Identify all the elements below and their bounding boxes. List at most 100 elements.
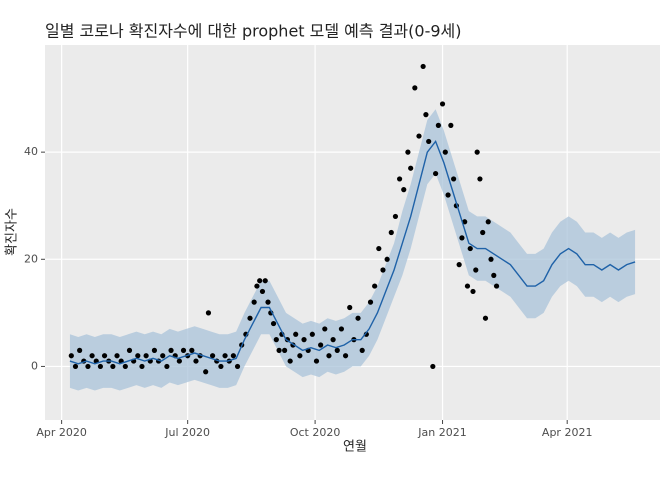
data-point [384, 256, 390, 262]
data-point [222, 353, 228, 359]
data-point [89, 353, 95, 359]
data-point [459, 235, 465, 241]
y-tick-label: 0 [31, 359, 38, 372]
data-point [318, 342, 324, 348]
data-point [322, 326, 328, 332]
x-tick-label: Jul 2020 [164, 426, 210, 439]
y-axis-title: 확진자수 [5, 208, 20, 256]
uncertainty-band [69, 109, 636, 391]
data-point [380, 267, 386, 273]
data-point [276, 347, 282, 353]
x-axis-title: 연월 [343, 440, 367, 455]
data-point [430, 363, 436, 370]
data-point [218, 363, 224, 370]
data-point [210, 353, 216, 359]
data-point [164, 363, 170, 370]
data-point [408, 165, 414, 171]
data-point [420, 63, 426, 70]
data-point [301, 337, 307, 343]
data-point [189, 347, 195, 353]
data-point [456, 262, 462, 268]
data-point [265, 299, 271, 305]
data-point [176, 358, 182, 364]
data-point [416, 133, 422, 139]
data-point [485, 219, 491, 225]
data-point [467, 245, 473, 252]
data-point [426, 138, 432, 145]
data-point [297, 353, 303, 359]
data-point [433, 170, 439, 177]
y-tick-label: 40 [24, 145, 38, 158]
data-point [97, 363, 104, 370]
data-point [139, 363, 145, 370]
data-point [363, 331, 369, 337]
x-tick-label: Apr 2020 [36, 426, 87, 439]
x-tick-label: Apr 2021 [542, 426, 593, 439]
data-point [462, 219, 468, 225]
data-point [359, 347, 365, 353]
data-point [473, 267, 479, 273]
data-point [85, 363, 91, 370]
data-point [451, 176, 457, 182]
data-point [470, 288, 476, 295]
data-point [101, 353, 108, 359]
data-point [247, 315, 253, 321]
data-point [488, 256, 494, 262]
data-point [180, 347, 187, 353]
data-point [388, 229, 394, 236]
data-point [480, 229, 486, 236]
data-point [326, 353, 332, 359]
data-point [464, 283, 471, 289]
data-point [262, 278, 268, 284]
data-point [347, 304, 353, 311]
data-point [68, 353, 74, 359]
data-point [330, 337, 336, 343]
x-tick-label: Jan 2021 [417, 426, 466, 439]
data-point [491, 272, 497, 278]
data-point [114, 353, 120, 359]
data-point [482, 315, 489, 321]
data-point [270, 320, 277, 327]
data-point [445, 192, 451, 198]
data-point [338, 326, 345, 332]
data-point [474, 149, 480, 155]
data-point [259, 288, 266, 295]
data-point [126, 347, 133, 353]
data-point [254, 283, 260, 289]
data-point [355, 315, 361, 321]
chart-title: 일별 코로나 확진자수에 대한 prophet 모델 예측 결과(0-9세) [45, 22, 462, 41]
data-point [342, 353, 349, 359]
data-point [122, 363, 128, 370]
data-point [251, 299, 257, 305]
data-point [160, 353, 166, 359]
data-point [435, 122, 441, 128]
data-point [282, 347, 288, 353]
data-point [493, 283, 500, 289]
data-point [257, 278, 263, 284]
data-point [309, 331, 315, 337]
data-point [151, 347, 158, 353]
data-point [234, 363, 241, 370]
data-point [405, 149, 411, 155]
data-point [372, 283, 378, 289]
data-point [313, 358, 320, 364]
data-point [401, 187, 407, 193]
data-point [205, 310, 212, 316]
data-point [367, 299, 374, 305]
data-point [230, 353, 236, 359]
data-point [72, 363, 79, 370]
data-point [287, 358, 293, 364]
forecast-line [69, 140, 636, 365]
x-tick-label: Oct 2020 [290, 426, 341, 439]
data-point [193, 358, 199, 364]
data-point [392, 213, 399, 220]
data-point [412, 85, 418, 91]
data-point [203, 369, 209, 375]
y-tick-label: 20 [24, 252, 38, 265]
data-point [293, 331, 299, 337]
data-point [423, 112, 429, 118]
data-point [477, 176, 483, 182]
data-point [439, 101, 446, 107]
